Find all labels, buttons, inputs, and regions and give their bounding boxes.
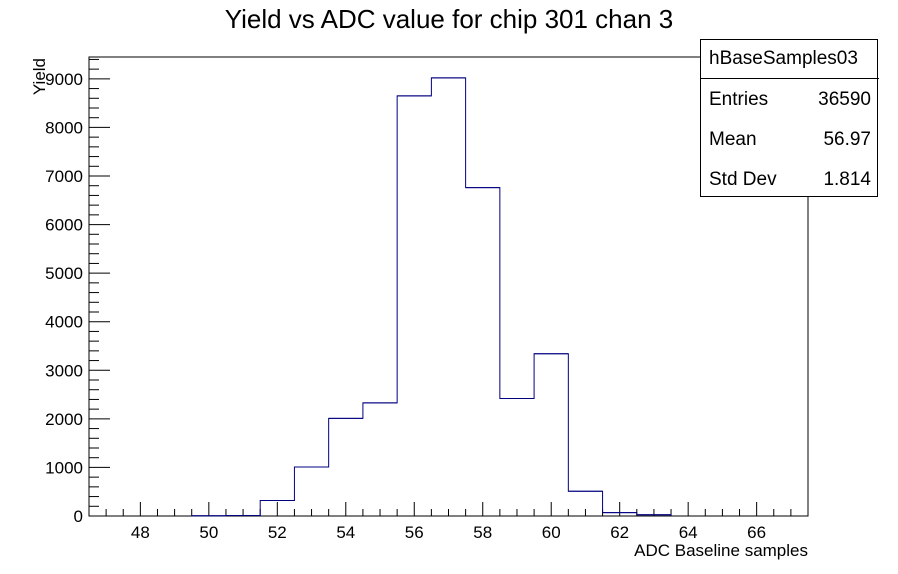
y-tick-label: 2000	[45, 410, 83, 429]
histogram-bin	[397, 96, 431, 516]
x-tick-label: 56	[405, 523, 424, 542]
histogram-bin	[466, 188, 500, 516]
stats-box: hBaseSamples03 Entries 36590 Mean 56.97 …	[700, 39, 879, 198]
y-tick-label: 3000	[45, 361, 83, 380]
x-tick-label: 54	[336, 523, 355, 542]
axis-ticks	[88, 58, 809, 517]
x-tick-label: 60	[542, 523, 561, 542]
x-tick-label: 52	[268, 523, 287, 542]
stats-label: Mean	[709, 129, 757, 150]
stats-row-mean: Mean 56.97	[709, 122, 871, 158]
histogram-bin	[534, 354, 568, 516]
histogram-outline	[191, 77, 672, 517]
x-tick-label: 64	[679, 523, 698, 542]
histogram-bin	[329, 418, 363, 516]
x-axis-label: ADC Baseline samples	[634, 541, 808, 560]
histogram-bins	[191, 77, 672, 517]
y-tick-label: 8000	[45, 118, 83, 137]
y-tick-label: 5000	[45, 264, 83, 283]
x-tick-label: 58	[473, 523, 492, 542]
histogram-bin	[500, 398, 534, 516]
histogram-bin	[363, 403, 397, 516]
y-tick-label: 7000	[45, 167, 83, 186]
x-tick-label: 66	[747, 523, 766, 542]
stats-row-entries: Entries 36590	[709, 82, 871, 118]
x-tick-label: 62	[610, 523, 629, 542]
stats-value: 56.97	[823, 129, 871, 150]
histogram-bin	[431, 78, 465, 516]
x-tick-labels: 48 50 52 54 56 58 60 62 64 66	[131, 523, 766, 542]
y-tick-label: 4000	[45, 313, 83, 332]
stats-row-stddev: Std Dev 1.814	[709, 162, 871, 198]
x-tick-label: 48	[131, 523, 150, 542]
stats-value: 1.814	[823, 169, 871, 190]
y-axis-label: Yield	[30, 58, 49, 95]
x-tick-label: 50	[199, 523, 218, 542]
y-tick-label: 0	[74, 507, 83, 526]
y-tick-label: 9000	[45, 70, 83, 89]
stats-label: Entries	[709, 89, 769, 110]
stats-value: 36590	[818, 89, 871, 110]
y-tick-label: 6000	[45, 216, 83, 235]
y-tick-label: 1000	[45, 458, 83, 477]
histogram-bin	[294, 467, 328, 516]
stats-label: Std Dev	[709, 169, 777, 190]
stats-histogram-name: hBaseSamples03	[701, 40, 879, 79]
y-tick-labels: 0 1000 2000 3000 4000 5000 6000 7000 8000 9000	[45, 70, 83, 526]
chart-title: Yield vs ADC value for chip 301 chan 3	[225, 4, 674, 34]
